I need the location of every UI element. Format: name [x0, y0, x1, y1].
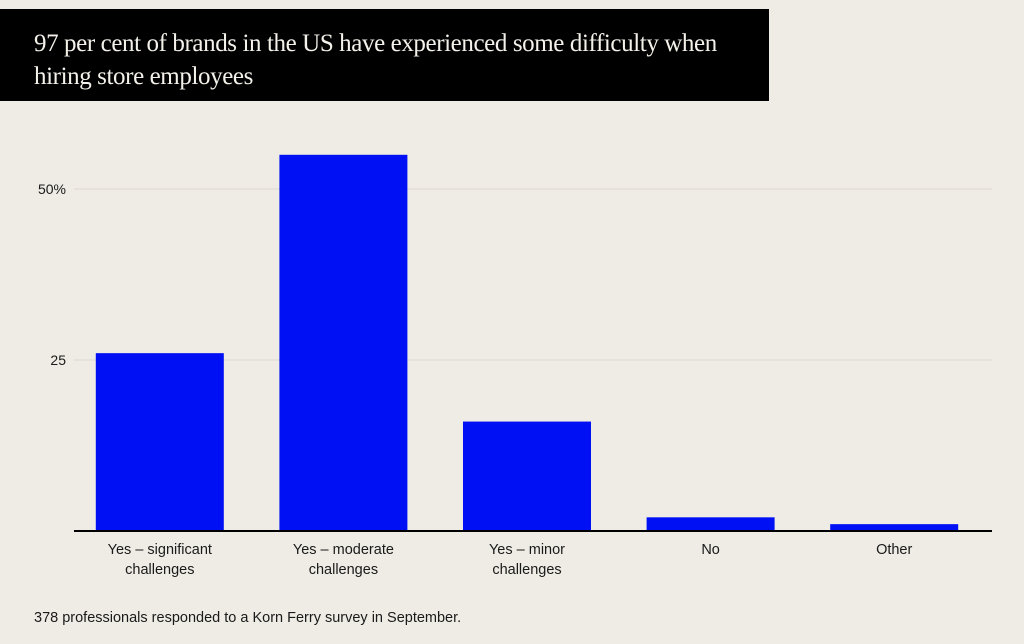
title-banner: 97 per cent of brands in the US have exp…: [0, 9, 769, 101]
x-tick-label: challenges: [309, 562, 378, 578]
bar: [463, 421, 591, 531]
bar: [279, 154, 408, 532]
bar: [95, 353, 224, 531]
x-tick-label: No: [701, 542, 720, 558]
bar: [830, 524, 959, 531]
y-tick-label: 25: [50, 352, 66, 368]
x-tick-label: challenges: [125, 562, 194, 578]
bar: [646, 517, 775, 531]
x-tick-label: Yes – moderate: [293, 542, 394, 558]
footnote: 378 professionals responded to a Korn Fe…: [34, 610, 462, 626]
x-tick-label: Yes – minor: [489, 542, 565, 558]
x-tick-label: challenges: [492, 562, 561, 578]
x-tick-label: Yes – significant: [108, 542, 212, 558]
y-tick-label: 50%: [38, 181, 66, 197]
x-tick-label: Other: [876, 542, 912, 558]
bar-chart: 25 50% Yes – significant challenges Yes – mo…: [38, 154, 992, 578]
chart-title: 97 per cent of brands in the US have exp…: [34, 30, 717, 90]
